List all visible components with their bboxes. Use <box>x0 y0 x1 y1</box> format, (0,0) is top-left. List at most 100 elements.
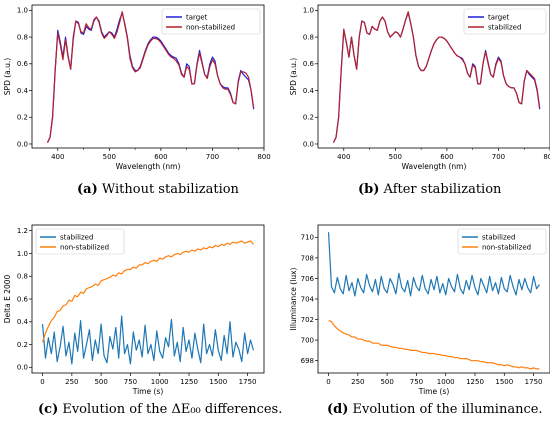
x-tick-label: 600 <box>440 153 453 161</box>
caption-b-label: (b) <box>358 182 380 197</box>
plot-frame <box>317 4 550 149</box>
x-tick-label: 250 <box>65 378 78 386</box>
series-line-stabilized <box>41 315 255 365</box>
series-line-non-stabilized <box>41 240 254 343</box>
y-tick-label: 700 <box>301 337 314 345</box>
legend-box <box>457 228 547 255</box>
x-tick-label: 1000 <box>437 378 455 386</box>
legend-label: non-stabilized <box>482 244 531 252</box>
x-tick-label: 0 <box>40 378 44 386</box>
y-tick-label: 708 <box>301 254 314 262</box>
y-tick-label: 0.6 <box>303 60 315 68</box>
legend: stabilized non-stabilized <box>35 228 125 255</box>
legend-box <box>463 8 547 35</box>
x-tick-label: 1500 <box>495 378 513 386</box>
x-tick-label: 600 <box>154 153 167 161</box>
y-tick-label: 0.0 <box>303 140 314 148</box>
x-axis-label: Wavelength (nm) <box>116 162 181 171</box>
x-axis-label: Wavelength (nm) <box>402 162 467 171</box>
y-tick-label: 704 <box>301 295 315 303</box>
legend-label: non-stabilized <box>186 24 235 32</box>
series-line-stabilized <box>327 232 540 297</box>
x-tick-label: 800 <box>543 153 550 161</box>
legend-box <box>161 8 261 35</box>
y-axis-label: SPD (a.u.) <box>289 58 298 95</box>
x-tick-label: 750 <box>124 378 137 386</box>
chart-a: 400 500 600 700 800 0.0 0.2 0.4 0.6 0.8 1.0 Wavelen… <box>3 4 271 171</box>
legend: target stabilized <box>463 8 547 35</box>
x-axis-label: Time (s) <box>418 387 450 396</box>
y-tick-label: 706 <box>301 275 315 283</box>
chart-b: 400 500 600 700 800 0.0 0.2 0.4 0.6 0.8 1.0 Wavelen… <box>289 4 550 171</box>
x-tick-label: 1750 <box>239 378 257 386</box>
x-tick-label: 1000 <box>151 378 169 386</box>
y-tick-label: 702 <box>301 316 314 324</box>
legend-label: stabilized <box>482 234 515 242</box>
caption-a-label: (a) <box>77 182 98 197</box>
x-tick-label: 700 <box>206 153 219 161</box>
y-tick-label: 0.8 <box>17 273 28 281</box>
y-tick-label: 1.2 <box>17 227 28 235</box>
y-tick-label: 0.4 <box>303 87 315 95</box>
x-tick-label: 1250 <box>180 378 198 386</box>
legend-box <box>35 228 125 255</box>
legend-label: stabilized <box>488 24 521 32</box>
y-tick-label: 0.2 <box>17 114 28 122</box>
caption-b: (b) After stabilization <box>358 182 501 197</box>
legend: stabilized non-stabilized <box>457 228 547 255</box>
caption-c-text: Evolution of the ΔE₀₀ differences. <box>58 402 283 417</box>
legend-label: target <box>186 14 208 22</box>
y-tick-label: 0.4 <box>17 87 29 95</box>
x-tick-label: 500 <box>380 378 393 386</box>
caption-d-text: Evolution of the illuminance. <box>348 402 543 417</box>
legend: target non-stabilized <box>161 8 261 35</box>
y-tick-label: 0.2 <box>303 114 314 122</box>
y-tick-label: 0.8 <box>303 33 314 41</box>
y-tick-label: 0.0 <box>17 364 28 372</box>
x-tick-label: 800 <box>257 153 270 161</box>
x-tick-label: 400 <box>337 153 350 161</box>
caption-c-label: (c) <box>38 402 59 417</box>
x-tick-label: 500 <box>389 153 402 161</box>
legend-label: stabilized <box>60 234 93 242</box>
y-axis-label: Delta E 2000 <box>3 274 12 323</box>
x-tick-label: 250 <box>351 378 364 386</box>
x-tick-label: 700 <box>492 153 505 161</box>
caption-a: (a) Without stabilization <box>77 182 239 197</box>
series-line-stabilized <box>332 11 541 143</box>
y-tick-label: 0.0 <box>17 140 28 148</box>
caption-d-label: (d) <box>327 402 349 417</box>
y-tick-label: 1.0 <box>17 250 28 258</box>
plot-frame <box>31 4 265 149</box>
x-axis-label: Time (s) <box>132 387 164 396</box>
series-line-non-stabilized <box>328 320 540 370</box>
y-tick-label: 0.8 <box>17 33 28 41</box>
x-tick-label: 500 <box>94 378 107 386</box>
y-tick-label: 0.2 <box>17 341 28 349</box>
y-tick-label: 710 <box>301 234 314 242</box>
x-tick-label: 1250 <box>466 378 484 386</box>
y-tick-label: 0.4 <box>17 318 29 326</box>
caption-b-text: After stabilization <box>379 182 502 197</box>
x-tick-label: 750 <box>410 378 423 386</box>
x-tick-label: 400 <box>51 153 64 161</box>
x-tick-label: 1500 <box>209 378 227 386</box>
series-line-non-stabilized <box>46 11 255 143</box>
x-tick-label: 0 <box>326 378 330 386</box>
y-axis-label: SPD (a.u.) <box>3 58 12 95</box>
y-tick-label: 1.0 <box>17 7 28 15</box>
y-tick-label: 0.6 <box>17 60 29 68</box>
y-tick-label: 698 <box>301 357 314 365</box>
chart-d: 0 250 500 750 1000 1250 1500 1750 698 700 702 704 70… <box>289 224 550 396</box>
x-tick-label: 1750 <box>525 378 543 386</box>
y-tick-label: 0.6 <box>17 295 29 303</box>
y-tick-label: 1.0 <box>303 7 314 15</box>
caption-c: (c) Evolution of the ΔE₀₀ differences. <box>38 402 282 417</box>
x-tick-label: 500 <box>103 153 116 161</box>
caption-a-text: Without stabilization <box>97 182 239 197</box>
legend-label: target <box>488 14 510 22</box>
legend-label: non-stabilized <box>60 244 109 252</box>
chart-c: 0 250 500 750 1000 1250 1500 1750 0.0 0.2 0.4 0.6 0.… <box>3 224 265 396</box>
y-axis-label: Illuminance (lux) <box>289 267 298 330</box>
